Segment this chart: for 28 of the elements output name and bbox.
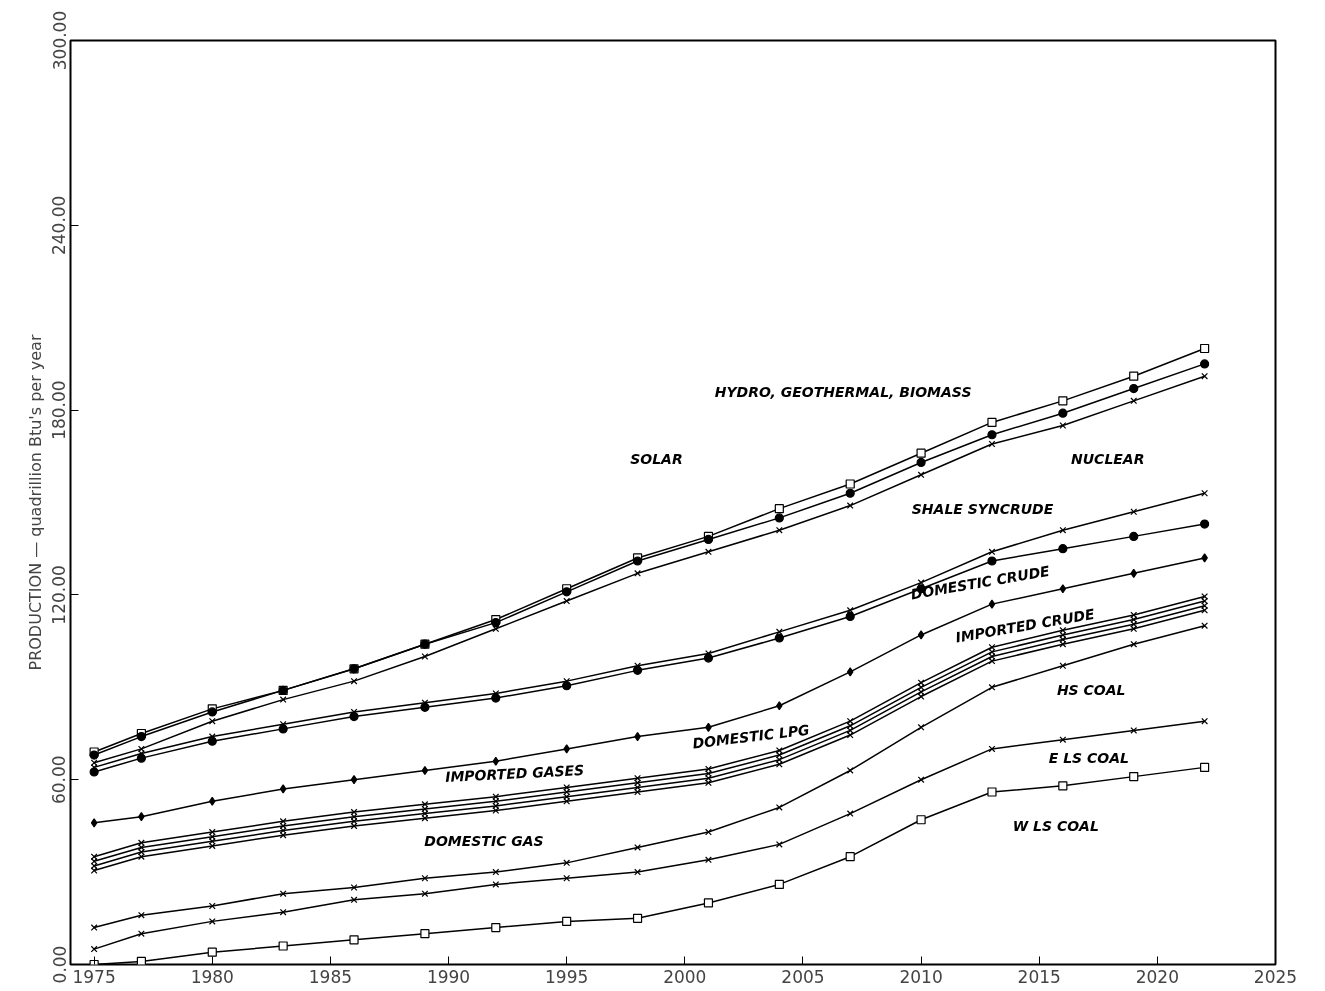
annotation: DOMESTIC GAS	[424, 833, 544, 850]
x-tick-label: 2020	[1135, 966, 1179, 987]
annotation: HYDRO, GEOTHERMAL, BIOMASS	[714, 383, 972, 400]
y-tick-label: 120.00	[49, 565, 70, 625]
y-axis-title: PRODUCTION — quadrillion Btu's per year	[25, 334, 45, 671]
y-tick-label: 300.00	[49, 10, 70, 71]
y-tick-label: 0.00	[49, 945, 70, 984]
annotation: E LS COAL	[1048, 750, 1129, 767]
x-tick-label: 2005	[781, 966, 825, 987]
y-tick-label: 240.00	[49, 195, 70, 256]
x-tick-label: 1985	[308, 966, 353, 987]
annotation: NUCLEAR	[1071, 451, 1145, 468]
x-tick-label: 2025	[1253, 966, 1298, 987]
annotation: IMPORTED GASES	[444, 762, 585, 786]
y-tick-label: 60.00	[49, 755, 70, 805]
x-tick-label: 1995	[545, 966, 589, 987]
x-tick-label: 2015	[1017, 966, 1061, 987]
annotation: SHALE SYNCRUDE	[911, 500, 1054, 517]
x-tick-label: 2010	[899, 966, 943, 987]
x-tick-label: 1980	[190, 966, 234, 987]
annotation: DOMESTIC LPG	[691, 721, 811, 752]
annotation: W LS COAL	[1012, 817, 1099, 834]
x-tick-label: 1975	[72, 966, 116, 987]
x-tick-label: 2000	[663, 966, 707, 987]
y-tick-label: 180.00	[49, 380, 70, 440]
annotation: SOLAR	[630, 451, 683, 468]
x-tick-label: 1990	[426, 966, 471, 987]
annotation: HS COAL	[1056, 682, 1126, 699]
